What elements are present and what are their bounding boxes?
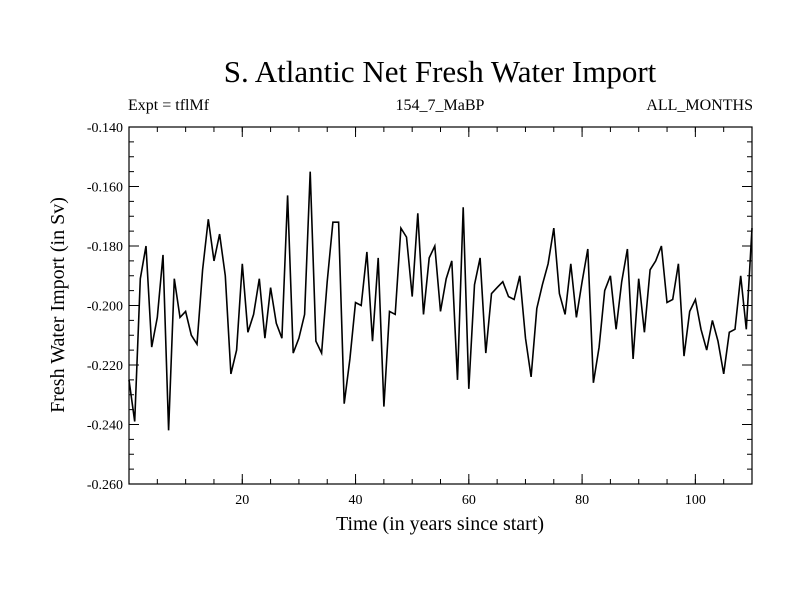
tick-labels: -0.260 -0.240 -0.220 -0.200 -0.180 -0.160 -0.1…: [87, 121, 706, 508]
y-tick-label: -0.240: [87, 419, 123, 434]
x-tick-label: 20: [235, 493, 249, 508]
y-tick-label: -0.160: [87, 181, 123, 196]
x-tick-label: 80: [575, 493, 589, 508]
chart-title: S. Atlantic Net Fresh Water Import: [223, 54, 657, 89]
y-tick-label: -0.140: [87, 121, 123, 136]
y-tick-label: -0.220: [87, 359, 123, 374]
x-axis-label: Time (in years since start): [336, 513, 544, 535]
y-tick-label: -0.180: [87, 240, 123, 255]
months-label: ALL_MONTHS: [646, 97, 753, 114]
series-line: [128, 171, 753, 431]
run-id-label: 154_7_MaBP: [395, 97, 485, 114]
y-axis-label: Fresh Water Import (in Sv): [47, 197, 69, 413]
axis-ticks: [129, 126, 752, 485]
y-tick-label: -0.260: [87, 478, 123, 493]
x-tick-label: 40: [349, 493, 363, 508]
y-tick-label: -0.200: [87, 300, 123, 315]
x-tick-label: 60: [462, 493, 476, 508]
x-tick-label: 100: [685, 493, 706, 508]
experiment-label: Expt = tflMf: [128, 97, 210, 114]
